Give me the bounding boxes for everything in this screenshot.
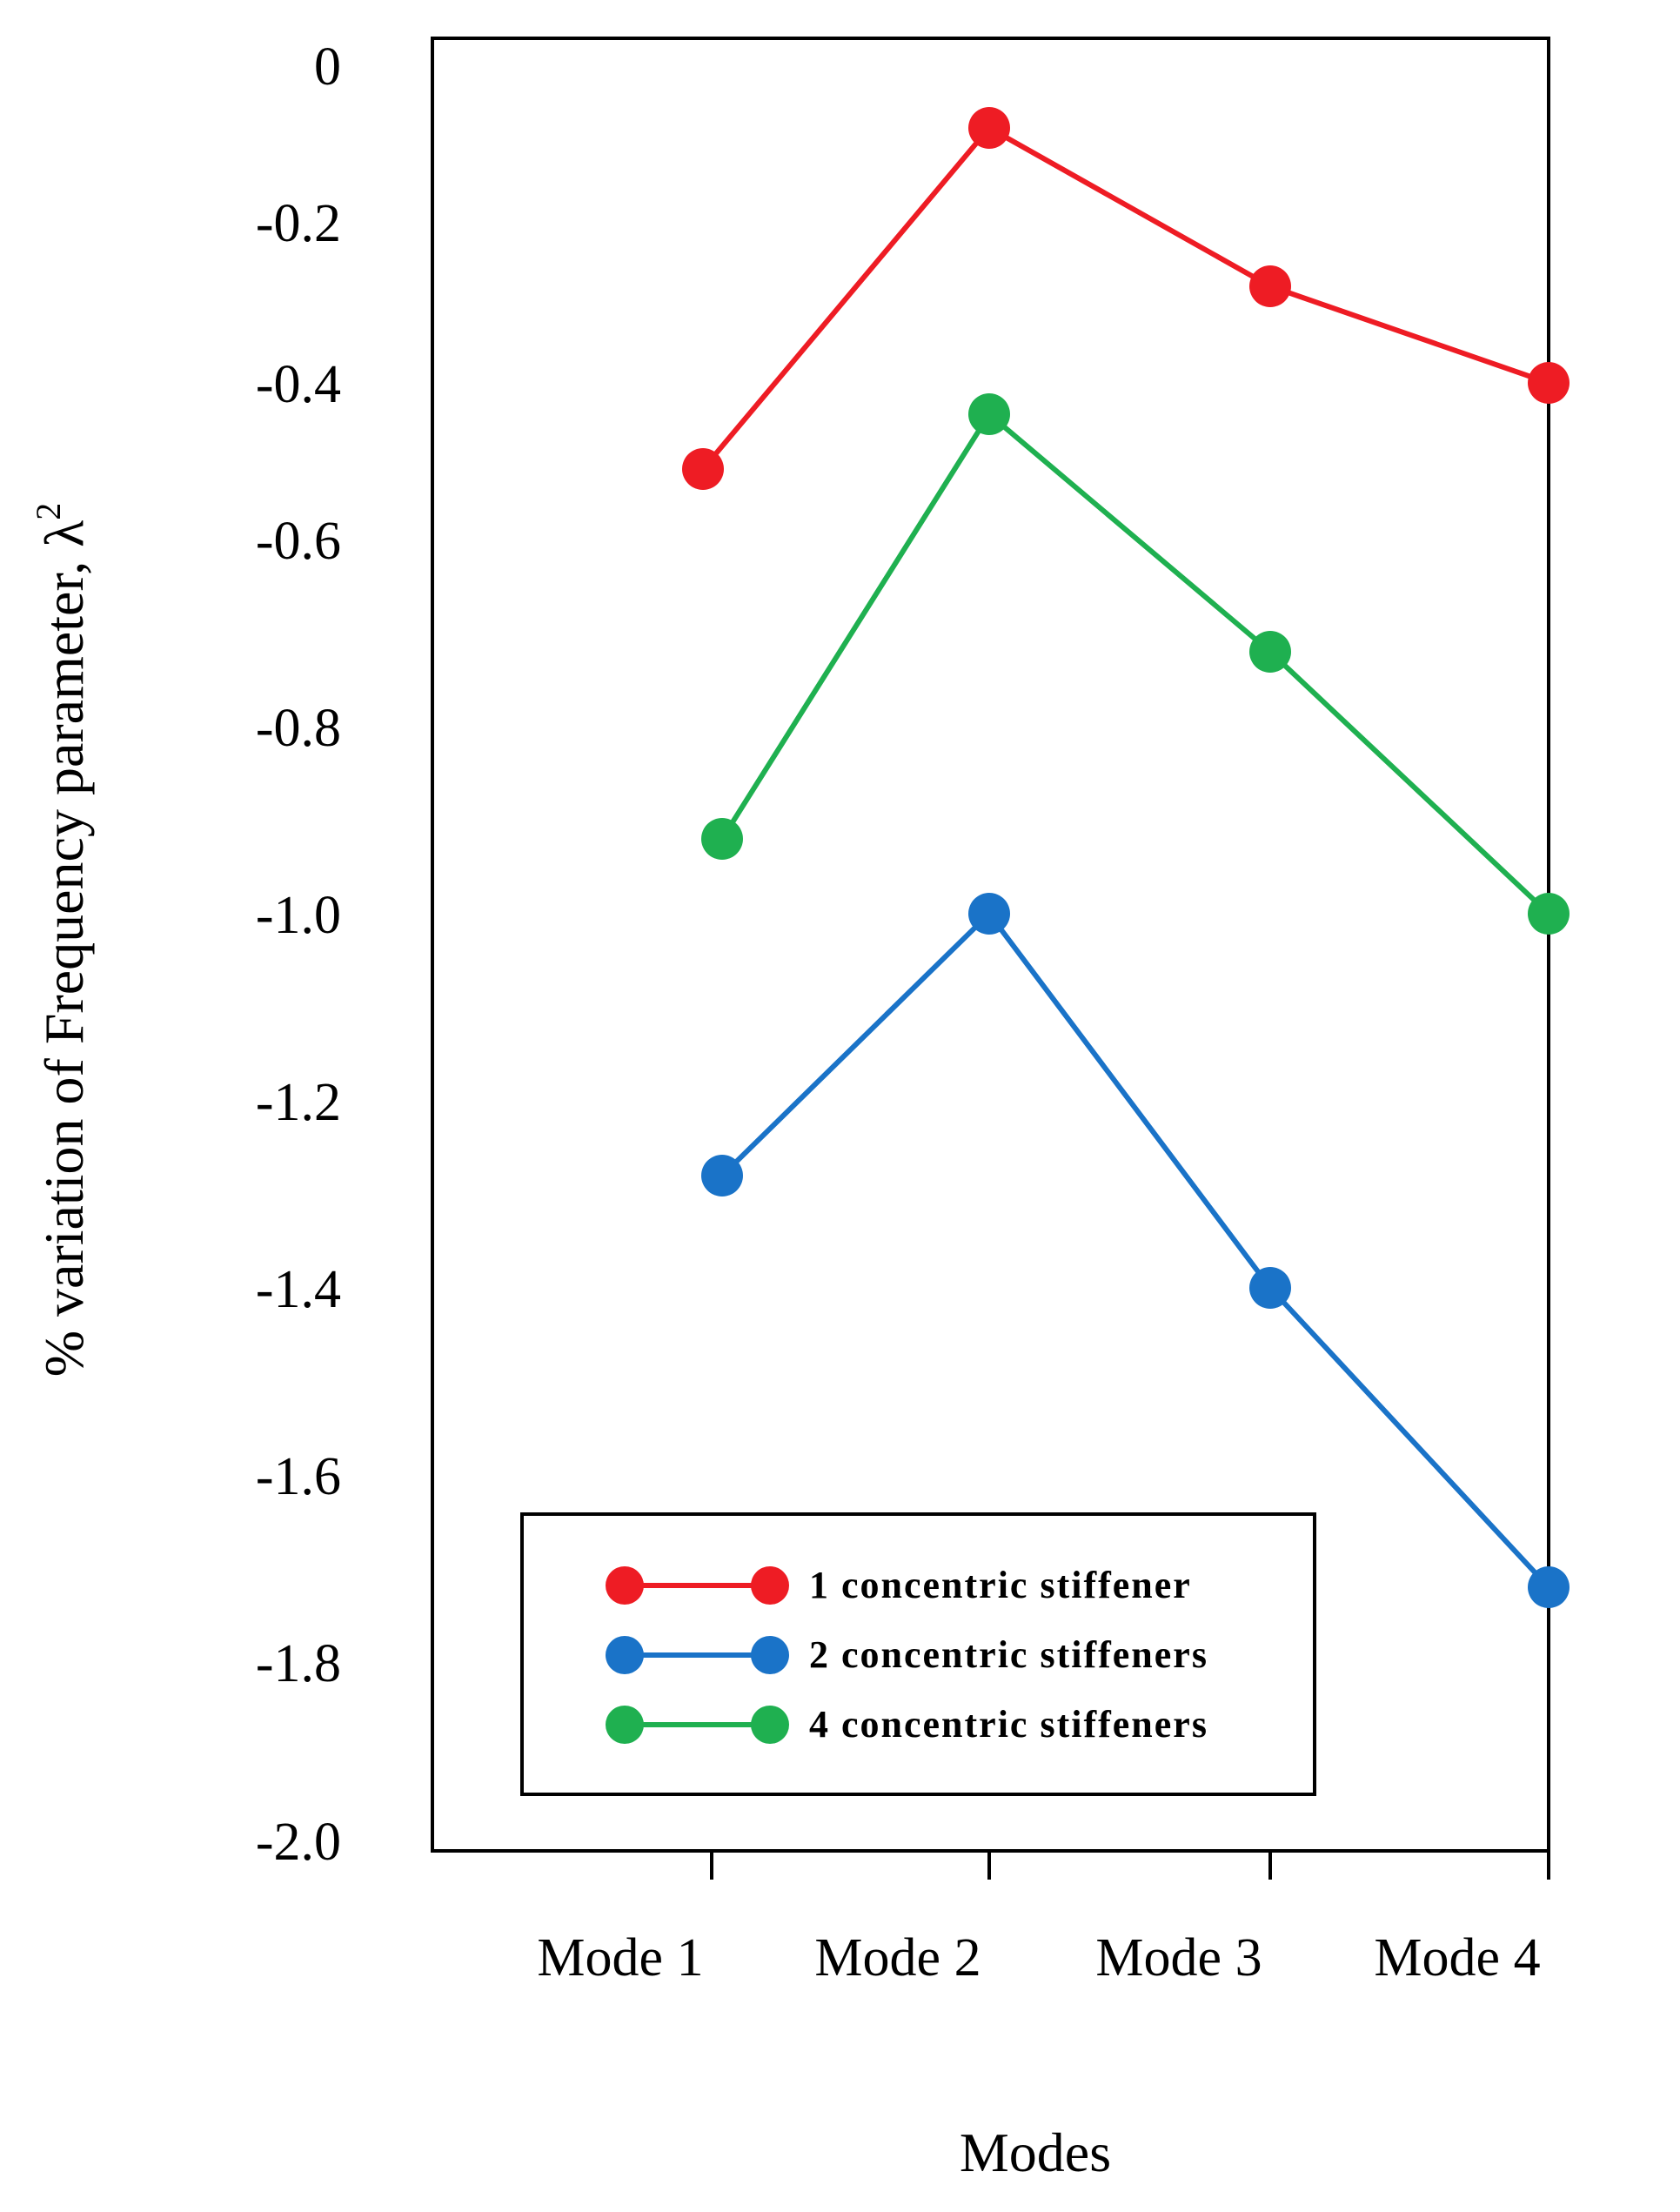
x-axis: Mode 1 Mode 2 Mode 3 Mode 4: [537, 1851, 1550, 1987]
x-tick-label: Mode 4: [1374, 1928, 1540, 1987]
data-point: [1528, 362, 1570, 404]
y-tick-label: -0.6: [256, 512, 341, 571]
y-tick-label: -1.0: [256, 886, 341, 945]
data-point: [968, 893, 1010, 935]
x-tick-label: Mode 2: [814, 1928, 981, 1987]
data-point: [682, 448, 724, 490]
y-tick-label: -1.6: [256, 1447, 341, 1506]
data-point: [1528, 893, 1570, 935]
legend-marker: [606, 1566, 644, 1605]
y-tick-label: -1.8: [256, 1634, 341, 1693]
legend-label: 1 concentric stiffener: [809, 1564, 1192, 1606]
legend-marker: [606, 1636, 644, 1674]
y-axis-title-superscript: 2: [29, 503, 68, 520]
y-tick-label: -0.4: [256, 355, 341, 414]
series-line: [720, 909, 1551, 1590]
data-point: [968, 393, 1010, 435]
legend-marker: [751, 1706, 789, 1744]
y-tick-label: 0: [314, 37, 341, 97]
data-point: [701, 1155, 743, 1196]
y-tick-label: -2.0: [256, 1813, 341, 1872]
legend-label: 4 concentric stiffeners: [809, 1703, 1208, 1746]
data-point: [1249, 1267, 1291, 1309]
series-line: [720, 410, 1551, 916]
data-point: [968, 107, 1010, 149]
y-axis-title-text: % variation of Frequency parameter, λ: [33, 520, 95, 1377]
x-tick-label: Mode 3: [1095, 1928, 1262, 1987]
data-point: [1528, 1566, 1570, 1608]
data-point: [701, 818, 743, 860]
data-point: [1249, 265, 1291, 307]
legend-marker: [751, 1636, 789, 1674]
series-line: [700, 124, 1549, 471]
y-axis-title: % variation of Frequency parameter, λ2: [29, 503, 95, 1377]
y-tick-labels: 0 -0.2 -0.4 -0.6 -0.8 -1.0 -1.2 -1.4 -1.6 -1.8 -2.…: [256, 37, 341, 1872]
legend: 1 concentric stiffener 2 concentric stiff…: [520, 1512, 1316, 1796]
legend-marker: [606, 1706, 644, 1744]
series-layer: [682, 107, 1570, 1608]
y-tick-label: -0.2: [256, 194, 341, 253]
x-tick-label: Mode 1: [537, 1928, 703, 1987]
x-axis-title: Modes: [960, 2122, 1111, 2183]
y-tick-label: -1.4: [256, 1260, 341, 1319]
y-tick-label: -1.2: [256, 1073, 341, 1132]
legend-label: 2 concentric stiffeners: [809, 1633, 1208, 1676]
y-tick-label: -0.8: [256, 699, 341, 758]
data-point: [1249, 631, 1291, 673]
legend-marker: [751, 1566, 789, 1605]
